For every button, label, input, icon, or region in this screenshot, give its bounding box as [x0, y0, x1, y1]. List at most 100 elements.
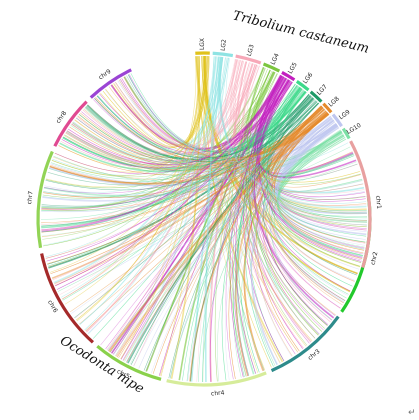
synteny-link [258, 79, 362, 262]
label-lgx: LGX [199, 38, 206, 50]
return-glyph: ↵ [408, 408, 416, 418]
synteny-link [71, 56, 206, 160]
label-chr3: chr3 [307, 348, 322, 362]
synteny-link [54, 75, 282, 175]
synteny-link [246, 67, 361, 185]
synteny-link [79, 57, 224, 325]
arc-chr7 [36, 150, 54, 249]
synteny-link [266, 90, 367, 237]
synteny-link [56, 75, 281, 290]
label-chr9: chr9 [97, 68, 112, 81]
synteny-link [234, 60, 358, 179]
synteny-link [278, 131, 367, 228]
label-lg5: LG5 [287, 61, 299, 75]
synteny-link [205, 56, 367, 228]
arc-lg5 [281, 71, 296, 82]
synteny-link [47, 87, 302, 267]
synteny-link [229, 59, 355, 282]
synteny-link [256, 79, 341, 309]
synteny-link [84, 57, 226, 331]
label-chr4: chr4 [211, 389, 225, 397]
synteny-link [76, 56, 200, 322]
synteny-link [50, 84, 298, 180]
synteny-link [241, 66, 308, 346]
synteny-link [220, 57, 278, 365]
synteny-link [217, 56, 320, 335]
synteny-link [48, 97, 314, 269]
synteny-link [209, 79, 290, 382]
synteny-link [45, 56, 204, 259]
synteny-link [247, 67, 366, 200]
synteny-link [238, 83, 296, 373]
synteny-link [258, 79, 365, 197]
arc-lg2 [212, 51, 234, 58]
synteny-link [96, 95, 313, 159]
synteny-link [49, 56, 200, 273]
synteny-link [49, 106, 323, 184]
synteny-link [117, 80, 334, 162]
synteny-link [79, 56, 215, 325]
arc-chr3 [270, 315, 340, 373]
arc-lg8 [322, 102, 333, 114]
synteny-link [202, 57, 229, 382]
synteny-link [74, 58, 236, 319]
synteny-link [233, 61, 304, 349]
synteny-link [245, 91, 306, 367]
synteny-link [75, 56, 206, 321]
synteny-link [257, 76, 367, 229]
synteny-link [210, 82, 293, 382]
synteny-link [242, 65, 341, 309]
synteny-link [143, 95, 312, 371]
synteny-link [66, 108, 325, 171]
synteny-link [43, 56, 220, 194]
label-lg2: LG2 [220, 39, 228, 52]
synteny-link [256, 126, 339, 357]
synteny-link [44, 80, 290, 194]
label-chr2: chr2 [370, 251, 380, 266]
synteny-link [239, 64, 316, 339]
synteny-link [115, 125, 339, 356]
synteny-link [235, 106, 324, 377]
synteny-link [61, 76, 284, 169]
synteny-link [266, 91, 366, 243]
synteny-link [122, 78, 288, 361]
synteny-link [56, 120, 334, 290]
synteny-link [61, 60, 245, 300]
arc-chr9 [89, 68, 132, 99]
synteny-link [85, 63, 253, 155]
synteny-link [87, 61, 247, 154]
synteny-link [225, 57, 349, 168]
synteny-link [235, 120, 334, 377]
arc-lg6 [295, 80, 310, 92]
synteny-links [40, 55, 367, 382]
synteny-link [105, 55, 205, 147]
synteny-link [72, 56, 220, 159]
synteny-link [262, 87, 353, 287]
synteny-link [120, 77, 287, 360]
synteny-link [125, 126, 339, 363]
label-lg8: LG8 [327, 95, 341, 108]
synteny-link [119, 56, 216, 145]
synteny-link [64, 56, 207, 305]
arc-lg7 [309, 90, 323, 103]
synteny-link [45, 56, 222, 258]
synteny-link [123, 106, 323, 361]
synteny-link [246, 70, 323, 332]
synteny-link [66, 96, 313, 169]
synteny-link [41, 76, 284, 210]
synteny-link [94, 88, 303, 157]
synteny-link [205, 56, 313, 342]
synteny-link [275, 127, 356, 281]
synteny-link [201, 56, 360, 183]
synteny-link [65, 108, 325, 171]
arc-lg10 [341, 127, 351, 140]
synteny-link [74, 107, 324, 167]
synteny-link [158, 76, 285, 376]
synteny-link [196, 64, 257, 382]
arc-lg3 [235, 54, 262, 65]
synteny-link [274, 117, 363, 192]
label-chr8: chr8 [55, 110, 69, 125]
synteny-link [112, 76, 284, 355]
synteny-link [235, 77, 285, 374]
synteny-link [53, 56, 217, 284]
